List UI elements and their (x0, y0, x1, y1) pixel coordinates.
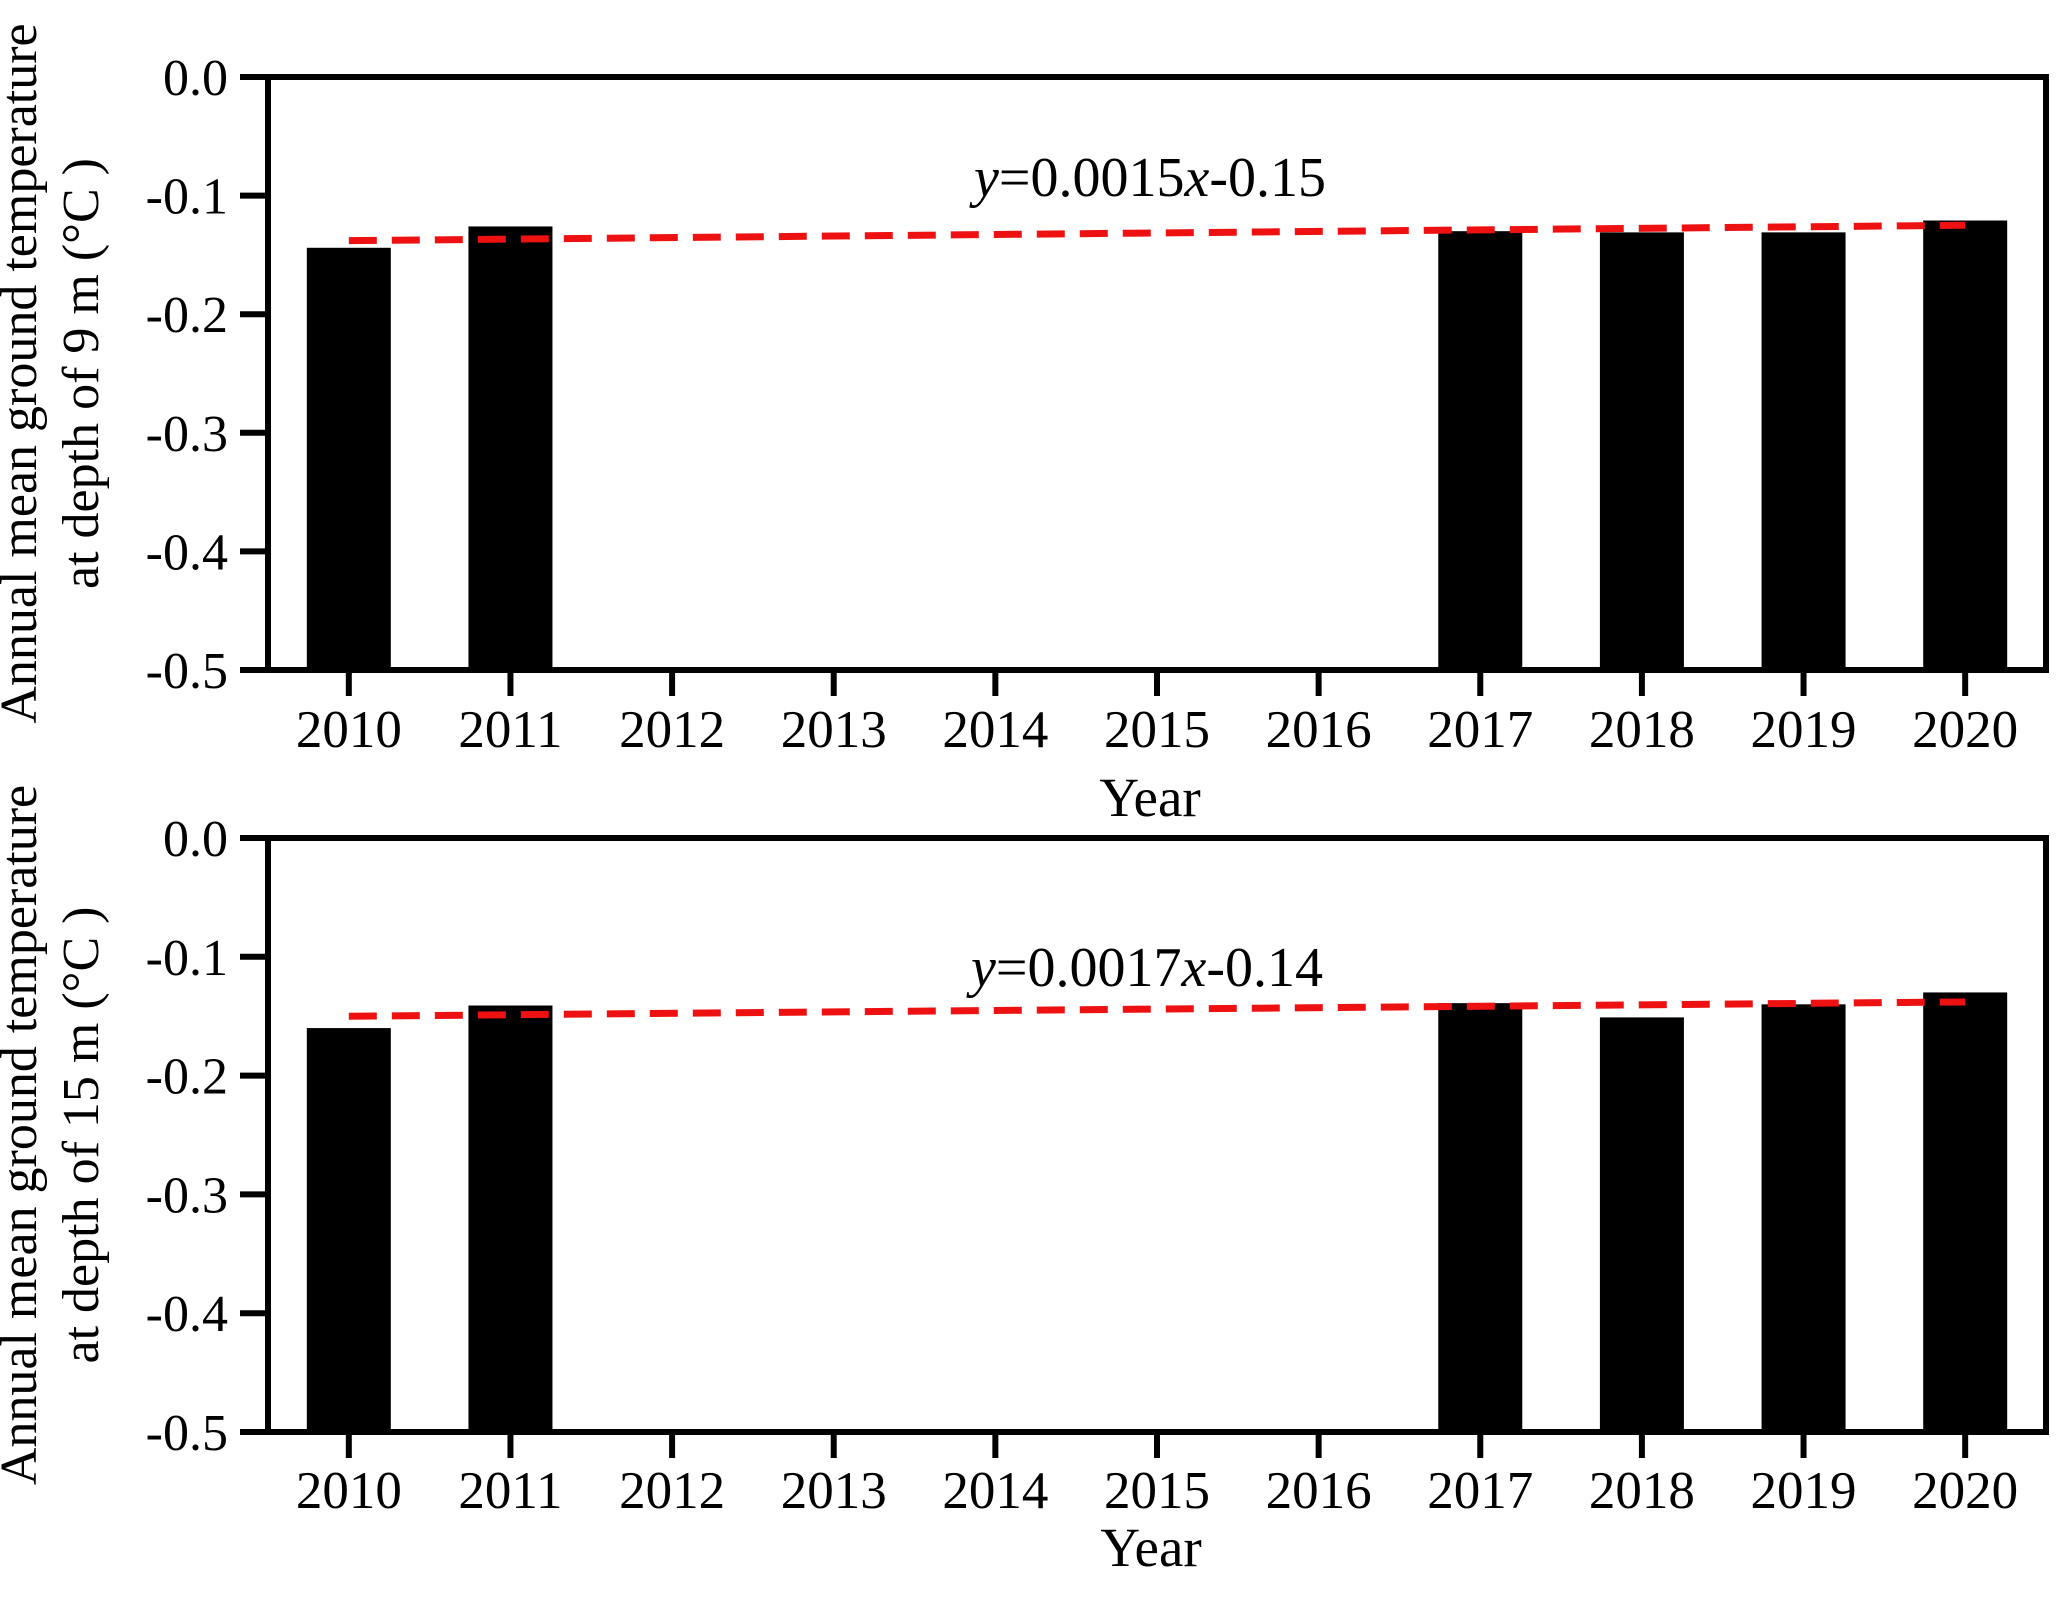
y-tick-label: -0.2 (146, 287, 228, 344)
y-axis-title-line2: at depth of 9 m (°C ) (53, 158, 110, 589)
y-tick-label: -0.5 (146, 1405, 228, 1462)
x-tick-label: 2012 (619, 1462, 725, 1520)
x-tick-label: 2019 (1751, 701, 1857, 759)
bar-2010 (306, 247, 391, 670)
x-tick-label: 2017 (1427, 1462, 1533, 1520)
x-tick-label: 2018 (1589, 701, 1695, 759)
bar-2018 (1599, 232, 1684, 670)
x-axis-title: Year (1099, 767, 1200, 828)
y-tick-label: -0.5 (146, 643, 228, 700)
y-tick-label: -0.4 (146, 524, 228, 581)
bar-2017 (1438, 1003, 1523, 1432)
bar-2019 (1761, 232, 1846, 670)
x-axis-title: Year (1100, 1517, 1201, 1578)
y-tick-label: -0.2 (146, 1049, 228, 1106)
bar-2011 (468, 1005, 553, 1432)
x-tick-label: 2014 (942, 701, 1048, 759)
x-tick-label: 2014 (942, 1462, 1048, 1520)
bar-2018 (1599, 1017, 1684, 1432)
bars-group (306, 220, 2008, 671)
y-tick-label: -0.1 (146, 169, 228, 226)
y-axis-ticks: 0.0 -0.1 -0.2 -0.3 -0.4 -0.5 (146, 50, 265, 700)
bar-2011 (468, 226, 553, 670)
y-axis-title-line2: at depth of 15 m (°C ) (53, 907, 110, 1364)
y-tick-label: 0.0 (163, 811, 228, 868)
trend-equation: y=0.0015x-0.15 (969, 147, 1326, 209)
axis-frame (265, 835, 2049, 1435)
bar-2020 (1923, 220, 2008, 671)
x-tick-label: 2011 (458, 1462, 562, 1520)
y-tick-label: -0.4 (146, 1286, 228, 1343)
x-tick-label: 2016 (1266, 1462, 1372, 1520)
trend-line (348, 221, 1966, 245)
y-axis-title-line1: Annual mean ground temperature (0, 785, 48, 1485)
bars-group (306, 992, 2008, 1432)
axis-frame (265, 74, 2049, 673)
bar-2019 (1761, 1004, 1846, 1432)
x-axis-ticks: 2010 2011 2012 2013 2014 2015 2016 2017 2018 2019… (296, 1435, 2018, 1520)
bar-2017 (1438, 231, 1523, 670)
bar-2010 (306, 1028, 391, 1432)
x-tick-label: 2010 (296, 1462, 402, 1520)
y-tick-label: -0.1 (146, 930, 228, 987)
x-tick-label: 2015 (1104, 1462, 1210, 1520)
x-tick-label: 2013 (781, 1462, 887, 1520)
bar-2020 (1923, 992, 2008, 1432)
y-axis-ticks: 0.0 -0.1 -0.2 -0.3 -0.4 -0.5 (146, 811, 265, 1462)
x-tick-label: 2020 (1912, 1462, 2018, 1520)
x-tick-label: 2017 (1427, 701, 1533, 759)
x-tick-label: 2018 (1589, 1462, 1695, 1520)
trend-line (348, 998, 1966, 1020)
y-axis-title-line1: Annual mean ground temperature (0, 23, 48, 723)
y-tick-label: -0.3 (146, 1167, 228, 1224)
x-axis-ticks: 2010 2011 2012 2013 2014 2015 2016 2017 2018 2019… (296, 673, 2018, 759)
y-tick-label: -0.3 (146, 406, 228, 463)
x-tick-label: 2011 (458, 701, 562, 759)
x-tick-label: 2016 (1266, 701, 1372, 759)
x-tick-label: 2019 (1751, 1462, 1857, 1520)
x-tick-label: 2020 (1912, 701, 2018, 759)
x-tick-label: 2012 (619, 701, 725, 759)
x-tick-label: 2010 (296, 701, 402, 759)
x-tick-label: 2015 (1104, 701, 1210, 759)
trend-equation: y=0.0017x-0.14 (966, 937, 1323, 999)
y-tick-label: 0.0 (163, 50, 228, 107)
x-tick-label: 2013 (781, 701, 887, 759)
